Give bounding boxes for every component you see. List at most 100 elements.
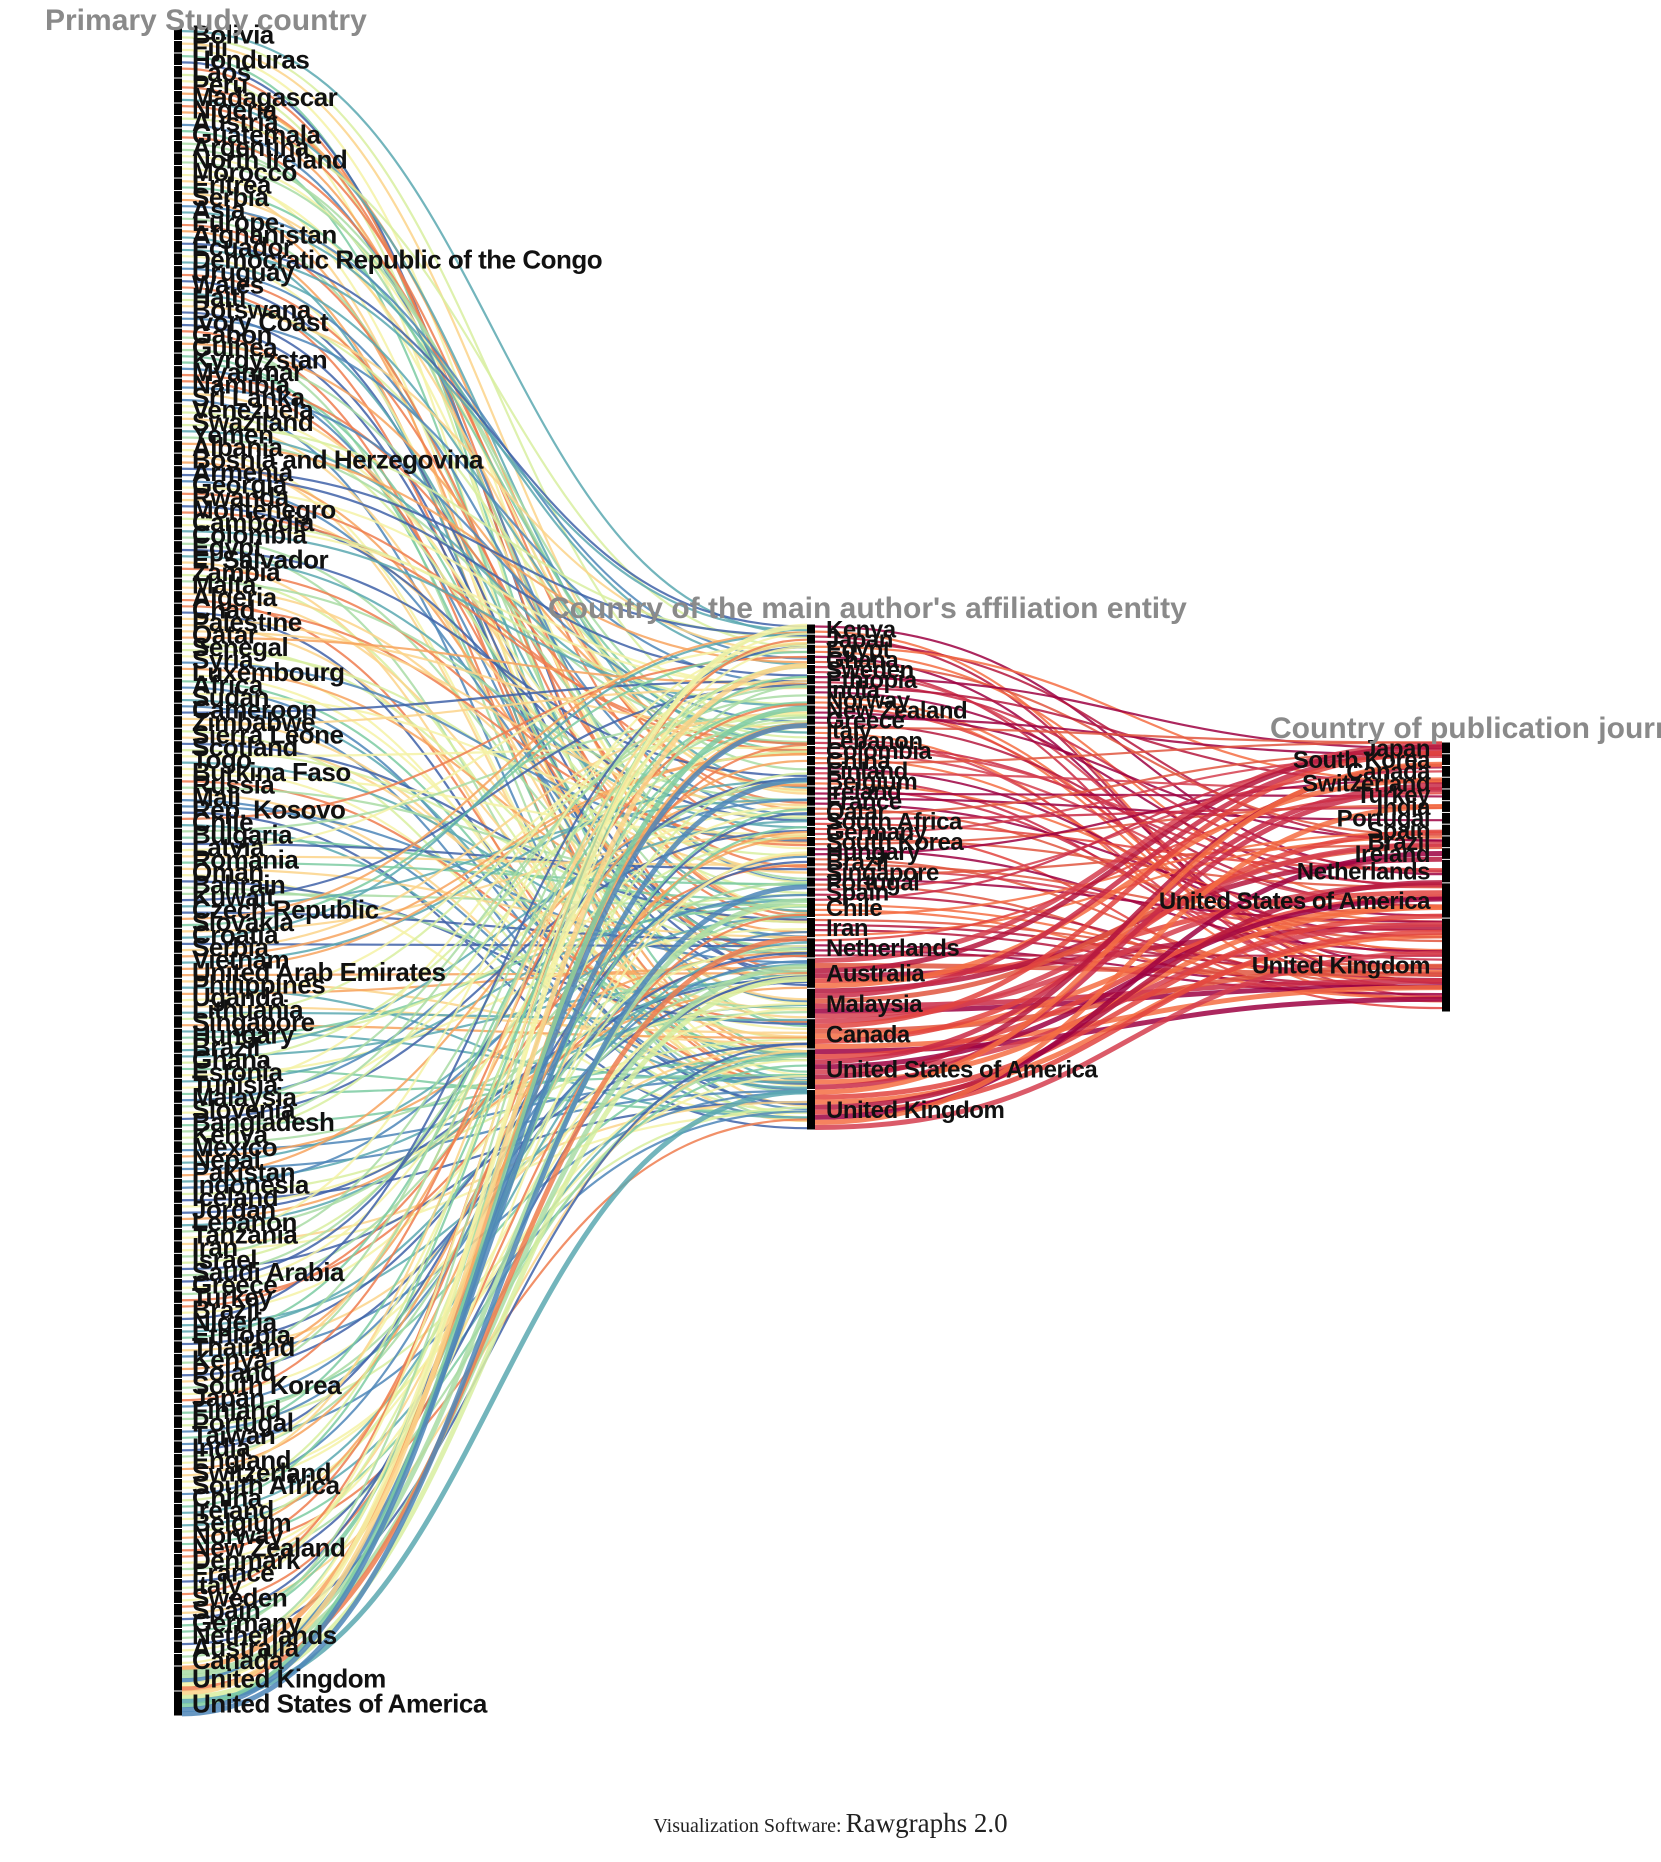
flow-link-left-81-0 [181,893,808,1046]
node-bar-c0-99 [174,1266,182,1278]
node-label-c0-18: Democratic Republic of the Congo [192,244,602,274]
flow-link-left-124-0 [181,975,808,1583]
node-label-c0-91: Pakistan [192,1157,295,1187]
node-label-c0-98: Israel [192,1245,257,1275]
node-bar-c0-130 [174,1653,182,1666]
flow-link-left-32-0 [181,430,808,734]
node-bar-c0-42 [174,553,182,566]
node-label-c0-22: Botswana [192,294,312,324]
node-label-c0-120: Norway [192,1520,284,1550]
node-label-c0-132: United States of America [192,1689,488,1719]
node-bar-c0-22 [174,303,182,316]
flow-link-left-86-1 [181,805,808,1114]
column-title-author-affiliation: Country of the main author's affiliation… [548,592,1187,625]
node-label-c1-15: Belgium [826,768,917,795]
node-label-c1-23: Brazil [826,849,888,876]
flow-link-left-132-4 [181,723,808,1713]
flow-link-left-28-0 [181,380,808,957]
flow-link-left-63-0 [181,655,808,820]
node-label-c0-84: Tunisia [192,1070,279,1100]
flow-link-left-40-0 [181,530,808,707]
node-bar-c0-17 [174,241,182,253]
node-label-c0-27: Myanmar [192,357,303,387]
node-bar-c1-1 [807,634,815,644]
node-bar-c0-83 [174,1066,182,1078]
node-label-c0-113: India [192,1432,251,1462]
node-label-c1-18: Qatar [826,799,886,826]
node-bar-c1-3 [807,654,815,664]
flow-link-left-94-0 [181,1002,808,1208]
flow-link-left-60-1 [181,786,808,887]
node-bar-c1-6 [807,685,815,695]
node-bar-c0-106 [174,1353,182,1366]
node-bar-c0-71 [174,916,182,928]
flow-link-left-80-1 [181,905,808,1039]
flow-link-left-69-1 [181,684,808,902]
node-label-c0-19: Uruguay [192,257,295,287]
flow-link-left-22-0 [181,305,808,654]
flow-link-left-131-3 [181,777,808,1684]
node-bar-c0-111 [174,1416,182,1428]
node-bar-c0-88 [174,1128,182,1141]
node-label-c2-10: Netherlands [1297,859,1430,886]
node-label-c1-21: South Korea [826,829,964,856]
node-bar-c0-103 [174,1316,182,1328]
node-bar-c0-57 [174,741,182,753]
node-label-c1-8: New Zealand [826,697,967,724]
node-bar-c0-47 [174,616,182,628]
node-bar-c1-10 [807,725,815,735]
node-label-c0-48: Qatar [192,620,258,650]
alluvial-diagram: BoliviaFijiHondurasLaosPeruMadagascarNig… [45,4,1661,1719]
node-bar-c1-12 [807,745,815,756]
node-bar-c2-8 [1442,836,1450,848]
node-label-c0-17: Ecuador [192,232,293,262]
node-bar-c1-28 [807,917,815,938]
node-label-c0-80: Hungary [192,1020,295,1050]
flow-link-left-92-1 [181,893,808,1189]
node-label-c0-104: Ethiopia [192,1320,292,1350]
node-bar-c1-7 [807,695,815,705]
node-label-c0-55: Zimbabwe [192,707,315,737]
node-label-c0-6: Nigeria [192,94,278,124]
node-bar-c1-5 [807,675,815,685]
node-label-c0-116: South Africa [192,1470,341,1500]
node-label-c0-86: Slovenia [192,1095,296,1125]
node-label-c1-14: Finland [826,758,908,785]
node-bar-c2-1 [1442,754,1450,765]
flow-link-left-72-1 [181,632,808,939]
node-bar-c0-33 [174,441,182,453]
node-label-c0-61: Mali [192,782,241,812]
node-bar-c0-108 [174,1378,182,1391]
node-labels: BoliviaFijiHondurasLaosPeruMadagascarNig… [192,19,1432,1719]
node-bar-c0-11 [174,166,182,178]
flow-link-left-39-1 [181,523,808,688]
node-bar-c0-93 [174,1191,182,1203]
flow-link-right-34-0 [814,761,1443,1095]
node-label-c2-2: Canada [1346,759,1431,786]
node-label-c1-20: Germany [826,819,928,846]
node-label-c0-25: Guinea [192,332,278,362]
flow-link-left-44-0 [181,580,808,802]
node-bar-c0-2 [174,53,182,66]
node-bar-c0-112 [174,1428,182,1441]
node-bar-c0-25 [174,341,182,353]
node-label-c0-15: Europe [192,207,279,237]
flow-link-left-95-0 [181,986,808,1221]
node-bar-c0-60 [174,778,182,791]
node-label-c0-106: Kenya [192,1345,269,1375]
flow-link-right-30-5 [814,777,1443,989]
node-bar-c0-128 [174,1628,182,1641]
node-bar-c0-19 [174,266,182,278]
flow-link-left-35-1 [181,473,808,677]
node-bar-c1-21 [807,837,815,847]
flow-link-left-79-0 [181,714,808,1021]
node-bar-c1-11 [807,735,815,745]
node-bar-c0-16 [174,228,182,241]
node-label-c0-35: Armenia [192,457,294,487]
flow-link-right-13-1 [814,741,1443,765]
node-bar-c0-129 [174,1641,182,1653]
node-label-c1-27: Chile [826,895,882,922]
flow-link-right-26-0 [814,770,1443,891]
flow-link-left-58-0 [181,746,808,758]
node-bar-c0-92 [174,1178,182,1191]
